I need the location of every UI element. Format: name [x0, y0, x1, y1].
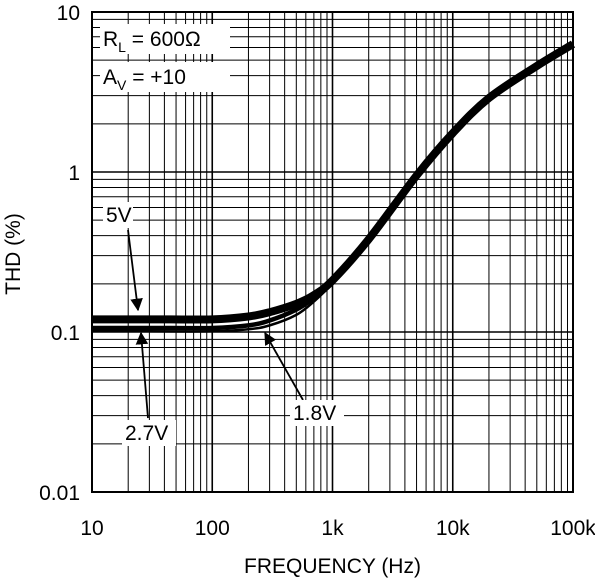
x-axis-title: FREQUENCY (Hz) — [244, 555, 421, 578]
callout-label-background — [103, 202, 133, 228]
series-line-5v — [92, 40, 576, 324]
callout-label-background — [122, 420, 176, 446]
x-tick-label: 1k — [321, 517, 344, 540]
callout-arrow — [135, 331, 149, 419]
x-tick-label: 100 — [195, 517, 230, 540]
series-callout-label: 2.7V — [125, 422, 168, 445]
y-axis-title: THD (%) — [2, 213, 25, 295]
x-tick-label: 100k — [550, 517, 595, 540]
series-line-1-8v — [91, 282, 334, 333]
condition-label-background — [100, 24, 230, 54]
condition-label-background — [100, 62, 230, 92]
y-tick-label: 0.01 — [39, 482, 80, 505]
plot-frame — [91, 11, 574, 493]
condition-label: RL = 600Ω — [103, 28, 201, 55]
callout-arrow — [264, 331, 304, 401]
x-tick-label: 10k — [436, 517, 470, 540]
y-tick-label: 1 — [68, 162, 80, 185]
x-tick-label: 10 — [80, 517, 103, 540]
y-tick-label: 10 — [57, 2, 80, 25]
series-callout-label: 5V — [106, 204, 132, 227]
callout-label-background — [290, 400, 344, 426]
series-callout-label: 1.8V — [293, 402, 336, 425]
series-layer — [91, 40, 576, 333]
condition-label: AV = +10 — [103, 66, 186, 93]
y-tick-label: 0.1 — [51, 322, 80, 345]
annotation-layer: RL = 600Ω AV = +10 5V 2.7V 1.8V — [100, 24, 344, 446]
tick-labels: 10 100 1k 10k 100k 0.01 0.1 1 10 — [39, 2, 595, 540]
callout-arrow — [127, 229, 143, 312]
